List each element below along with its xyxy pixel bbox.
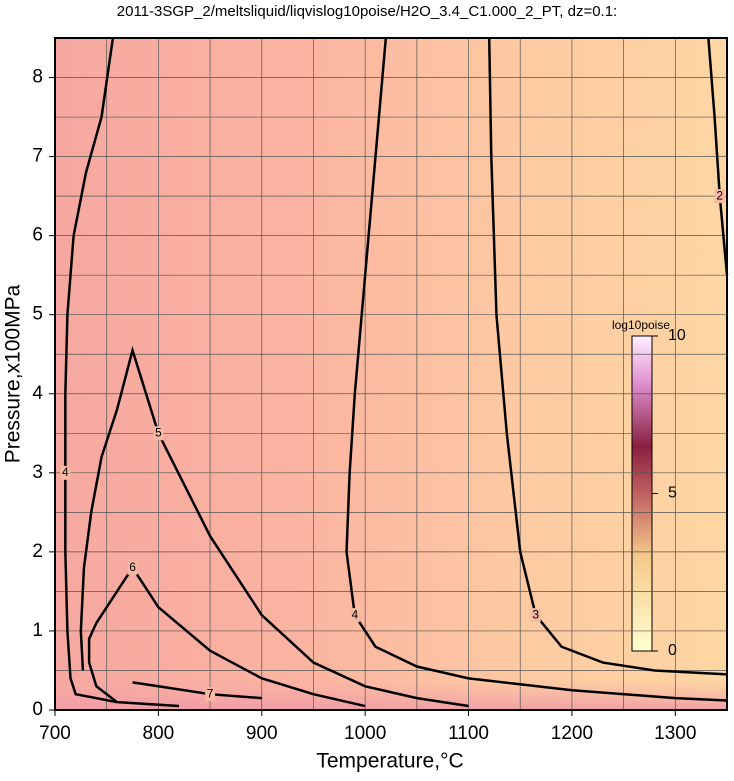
x-axis-label: Temperature,°C <box>316 750 463 773</box>
contour-label-bg <box>60 465 71 480</box>
contour-label: 4 <box>351 607 358 621</box>
contour-label: 4 <box>62 465 69 479</box>
contour-line <box>707 37 729 276</box>
y-tick-label: 4 <box>32 383 43 404</box>
contour-label: 3 <box>532 607 539 621</box>
contour-line <box>487 37 728 676</box>
contour-label: 5 <box>155 425 162 439</box>
colorbar-tick-label: 0 <box>668 642 677 659</box>
y-tick-label: 7 <box>32 146 43 167</box>
x-tick-label: 1000 <box>344 723 386 744</box>
contour-label-bg <box>205 687 216 702</box>
contour-line <box>132 681 262 700</box>
x-tick-label: 1100 <box>448 723 489 744</box>
plot-shade <box>55 560 727 710</box>
colorbar <box>631 335 653 652</box>
colorbar-tick-label: 5 <box>668 485 677 502</box>
x-tick-label: 800 <box>143 723 175 744</box>
contour-label-bg <box>127 560 138 575</box>
x-tick-label: 1300 <box>654 723 696 744</box>
contour-line <box>79 345 469 708</box>
colorbar-label: log10poise <box>612 318 670 332</box>
contour-label-bg <box>153 426 164 441</box>
plot-frame <box>54 37 728 711</box>
x-tick-label: 1200 <box>551 723 593 744</box>
contour-label-bg <box>714 189 725 204</box>
contour-label-bg <box>349 608 360 623</box>
y-tick-label: 8 <box>32 67 43 88</box>
contour-label-bg <box>530 608 541 623</box>
x-tick-label: 900 <box>246 723 278 744</box>
colorbar-tick-label: 10 <box>668 327 686 344</box>
y-tick-label: 3 <box>32 462 43 483</box>
y-tick-label: 1 <box>32 620 43 641</box>
chart-title: 2011-3SGP_2/meltsliquid/liqvislog10poise… <box>117 3 617 20</box>
x-tick-label: 700 <box>39 723 71 744</box>
y-axis-label: Pressure,x100MPa <box>2 284 25 463</box>
y-tick-label: 5 <box>32 304 43 325</box>
contour-label: 6 <box>129 560 136 574</box>
y-tick-label: 0 <box>32 699 43 720</box>
y-tick-label: 6 <box>32 225 43 246</box>
y-tick-label: 2 <box>32 541 43 562</box>
contour-label: 2 <box>716 188 723 202</box>
contour-label: 7 <box>207 686 214 700</box>
